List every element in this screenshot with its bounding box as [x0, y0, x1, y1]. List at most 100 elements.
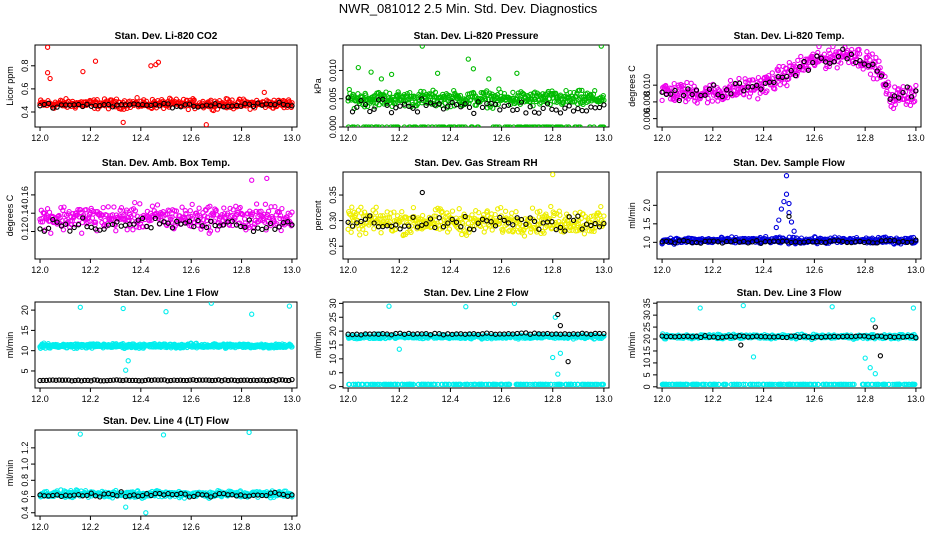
data-point — [395, 89, 401, 95]
data-point — [289, 100, 295, 106]
average-point — [514, 215, 520, 221]
data-point — [398, 222, 404, 229]
data-point — [834, 65, 840, 71]
data-point — [75, 207, 81, 213]
floor-point — [444, 381, 450, 388]
average-point — [835, 53, 842, 60]
average-point — [241, 377, 247, 383]
x-tick-label: 12.4 — [132, 394, 150, 404]
average-point — [741, 88, 747, 94]
data-point — [416, 216, 422, 223]
average-point — [177, 377, 184, 383]
floor-point — [820, 381, 827, 388]
data-point — [907, 102, 914, 109]
average-point — [345, 219, 351, 225]
average-point — [440, 224, 447, 230]
data-point — [69, 218, 75, 224]
average-point — [419, 96, 425, 102]
average-point — [900, 89, 906, 96]
data-points — [345, 45, 607, 127]
average-point — [101, 378, 107, 384]
floor-point — [390, 124, 397, 127]
data-point — [373, 204, 379, 210]
data-point — [442, 100, 448, 107]
data-point — [688, 80, 694, 86]
floor-point — [775, 381, 781, 388]
average-point — [367, 213, 373, 219]
data-point — [598, 203, 604, 210]
average-point — [711, 82, 717, 88]
data-point — [736, 75, 742, 82]
data-point — [130, 227, 136, 233]
outlier-point — [511, 302, 518, 307]
floor-point — [846, 381, 852, 388]
data-point — [391, 209, 397, 215]
x-tick-label: 12.8 — [233, 394, 251, 404]
outlier-point — [783, 173, 790, 179]
y-axis-label: Licor ppm — [5, 66, 15, 106]
data-point — [709, 98, 716, 104]
data-point — [360, 226, 366, 232]
outlier-point — [368, 69, 374, 75]
average-point — [94, 377, 101, 383]
average-point — [540, 105, 546, 112]
floor-point — [713, 381, 719, 388]
outlier-point — [786, 200, 792, 207]
floor-point — [778, 381, 784, 388]
average-point — [78, 378, 85, 384]
average-point — [101, 226, 107, 232]
plot-frame — [656, 171, 922, 260]
floor-point — [352, 381, 359, 388]
average-point — [273, 378, 279, 384]
x-tick-label: 12.4 — [132, 133, 150, 143]
data-point — [196, 205, 202, 211]
x-tick-label: 12.6 — [806, 394, 824, 404]
average-point — [848, 51, 855, 57]
average-point — [702, 92, 708, 98]
average-point — [814, 53, 820, 59]
average-point — [449, 216, 455, 223]
average-point — [186, 218, 193, 224]
average-point — [592, 105, 598, 111]
y-tick-label: 0.010 — [642, 74, 652, 97]
data-point — [710, 81, 716, 88]
data-point — [547, 101, 553, 108]
data-point — [404, 91, 410, 97]
data-point — [705, 95, 711, 102]
average-point — [75, 101, 82, 108]
data-point — [795, 57, 801, 64]
data-point — [353, 211, 359, 217]
floor-point — [563, 124, 569, 127]
floor-point — [415, 381, 422, 388]
data-point — [827, 50, 833, 57]
floor-point — [429, 124, 435, 127]
floor-point — [369, 124, 375, 127]
floor-point — [882, 381, 889, 388]
average-point — [592, 220, 598, 227]
floor-point — [911, 381, 918, 388]
data-point — [567, 227, 573, 234]
outlier-point — [550, 354, 556, 361]
data-point — [592, 88, 598, 94]
data-point — [207, 203, 213, 209]
average-point — [250, 228, 257, 235]
floor-point — [549, 124, 556, 127]
average-point — [169, 105, 176, 111]
outlier-point — [148, 63, 154, 69]
average-point — [171, 377, 177, 383]
data-point — [876, 58, 882, 64]
average-point — [69, 378, 75, 384]
outlier-point — [208, 302, 214, 306]
data-point — [704, 100, 711, 106]
average-point — [562, 105, 568, 111]
data-point — [272, 204, 278, 210]
x-tick-label: 12.2 — [82, 265, 100, 275]
average-point — [510, 222, 516, 228]
data-point — [502, 208, 509, 214]
average-point — [187, 377, 193, 383]
average-point — [891, 93, 898, 99]
average-point — [235, 378, 241, 384]
y-tick-label: 20 — [328, 326, 338, 336]
floor-point — [455, 381, 461, 388]
